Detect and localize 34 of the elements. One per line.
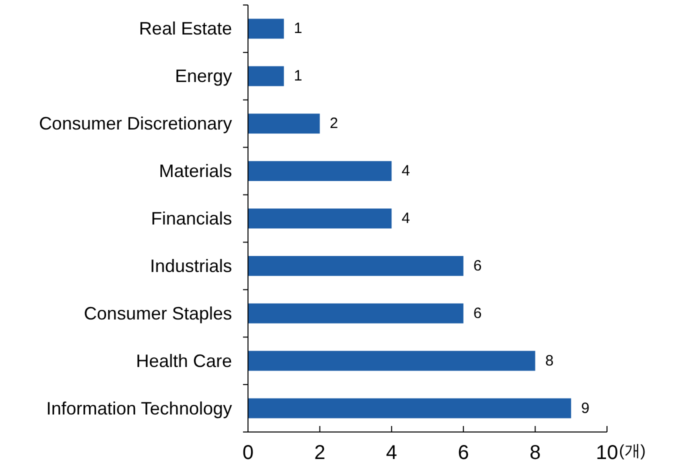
- y-tick-label: Materials: [158, 161, 232, 182]
- data-label: 4: [402, 162, 410, 180]
- bar: [248, 18, 284, 39]
- data-label: 1: [294, 68, 302, 85]
- data-label: 6: [473, 257, 482, 274]
- bar: [248, 350, 536, 371]
- bar: [248, 161, 392, 182]
- data-label: 8: [545, 352, 554, 370]
- data-label: 6: [473, 304, 482, 322]
- data-label: 2: [330, 115, 338, 132]
- x-tick-label: 2: [314, 442, 326, 464]
- x-tick-label: 4: [386, 442, 398, 464]
- bar: [248, 66, 284, 86]
- x-axis-title: (개): [619, 443, 646, 460]
- x-tick-label: 0: [242, 442, 254, 464]
- bar: [248, 256, 464, 276]
- y-tick-label: Consumer Staples: [84, 303, 232, 324]
- bar: [248, 114, 320, 134]
- data-label: 4: [402, 210, 410, 227]
- bar: [248, 208, 392, 228]
- x-tick-label: 6: [458, 442, 469, 464]
- y-tick-label: Industrials: [150, 256, 232, 276]
- y-tick-label: Financials: [150, 208, 232, 228]
- data-label: 9: [581, 400, 590, 417]
- data-label: 1: [294, 20, 302, 38]
- y-tick-label: Energy: [174, 66, 232, 86]
- y-tick-label: Health Care: [136, 350, 232, 371]
- bar: [248, 303, 464, 324]
- x-tick-label: 10: [596, 442, 618, 464]
- bar: [248, 398, 572, 418]
- y-tick-label: Consumer Discretionary: [38, 114, 232, 134]
- x-tick-label: 8: [530, 442, 541, 464]
- y-tick-label: Information Technology: [46, 398, 232, 418]
- y-tick-label: Real Estate: [138, 18, 232, 39]
